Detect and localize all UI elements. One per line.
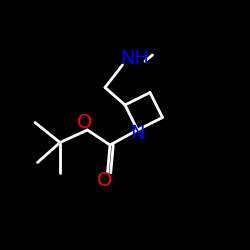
Text: O: O: [77, 113, 93, 132]
Text: O: O: [97, 170, 113, 190]
Text: N: N: [130, 124, 145, 143]
Text: NH: NH: [120, 49, 150, 68]
